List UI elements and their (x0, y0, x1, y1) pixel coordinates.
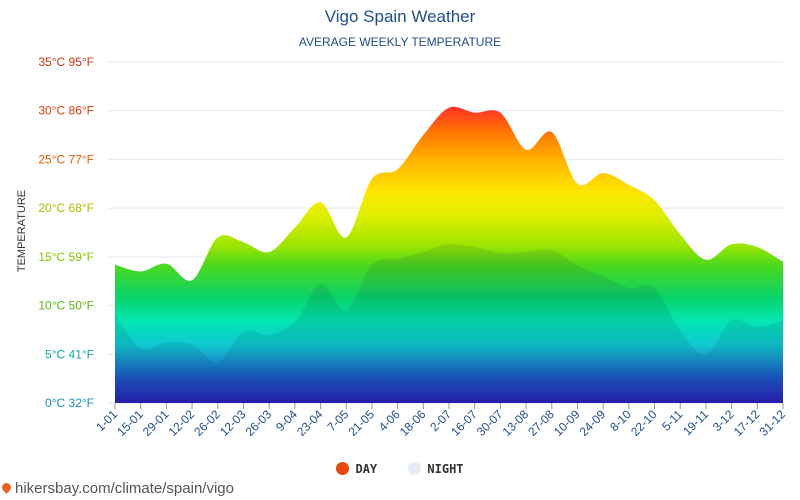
legend-day-swatch (336, 462, 350, 475)
y-tick-label: 25°C 77°F (38, 152, 94, 166)
y-tick-label: 20°C 68°F (38, 201, 94, 215)
x-tick-label: 12-02 (166, 407, 198, 439)
x-tick-label: 22-10 (628, 407, 660, 439)
x-tick-label: 26-02 (191, 407, 223, 439)
y-axis-label: TEMPERATURE (16, 189, 28, 273)
night-series-shade (115, 244, 783, 403)
x-tick-label: 26-03 (243, 407, 275, 439)
x-tick-label: 21-05 (345, 407, 377, 439)
legend-day-label: DAY (355, 462, 378, 476)
night-series-area (115, 244, 783, 403)
y-tick-label: 10°C 50°F (38, 299, 94, 313)
legend-night-label: NIGHT (427, 462, 464, 476)
x-tick-label: 10-09 (551, 407, 583, 439)
legend-item-day[interactable]: DAY (336, 462, 377, 476)
chart-subtitle: AVERAGE WEEKLY TEMPERATURE (298, 35, 502, 49)
x-tick-label: 15-01 (114, 407, 146, 439)
y-tick-label: 30°C 86°F (38, 104, 94, 118)
location-pin-icon (0, 481, 13, 494)
x-tick-label: 16-07 (448, 407, 480, 439)
x-tick-label: 19-11 (680, 407, 711, 438)
temperature-areas (115, 106, 783, 403)
legend-night-swatch (408, 462, 422, 475)
y-axis-ticks: 0°C 32°F 5°C 41°F 10°C 50°F 15°C 59°F 20°C 6… (38, 55, 94, 410)
y-tick-label: 5°C 41°F (45, 347, 94, 361)
x-axis-ticks: 1-0115-0129-0112-0226-0212-0326-039-0423… (93, 403, 788, 439)
x-tick-label: 27-08 (525, 407, 557, 439)
legend: DAY NIGHT (0, 462, 800, 476)
x-tick-label: 23-04 (294, 407, 326, 439)
source-text: hikersbay.com/climate/spain/vigo (15, 480, 234, 497)
x-tick-label: 24-09 (577, 407, 609, 439)
x-tick-label: 29-01 (140, 407, 172, 439)
x-tick-label: 17-12 (731, 407, 763, 439)
source-link[interactable]: hikersbay.com/climate/spain/vigo (0, 480, 234, 497)
legend-item-night[interactable]: NIGHT (408, 462, 464, 476)
x-tick-label: 12-03 (217, 407, 249, 439)
y-tick-label: 35°C 95°F (38, 55, 94, 69)
y-tick-label: 0°C 32°F (45, 396, 94, 410)
y-tick-label: 15°C 59°F (38, 250, 94, 264)
x-tick-label: 30-07 (474, 407, 506, 439)
x-tick-label: 13-08 (500, 407, 532, 439)
x-tick-label: 18-06 (397, 407, 429, 439)
x-tick-label: 31-12 (757, 407, 789, 439)
chart-title: Vigo Spain Weather (324, 7, 476, 26)
